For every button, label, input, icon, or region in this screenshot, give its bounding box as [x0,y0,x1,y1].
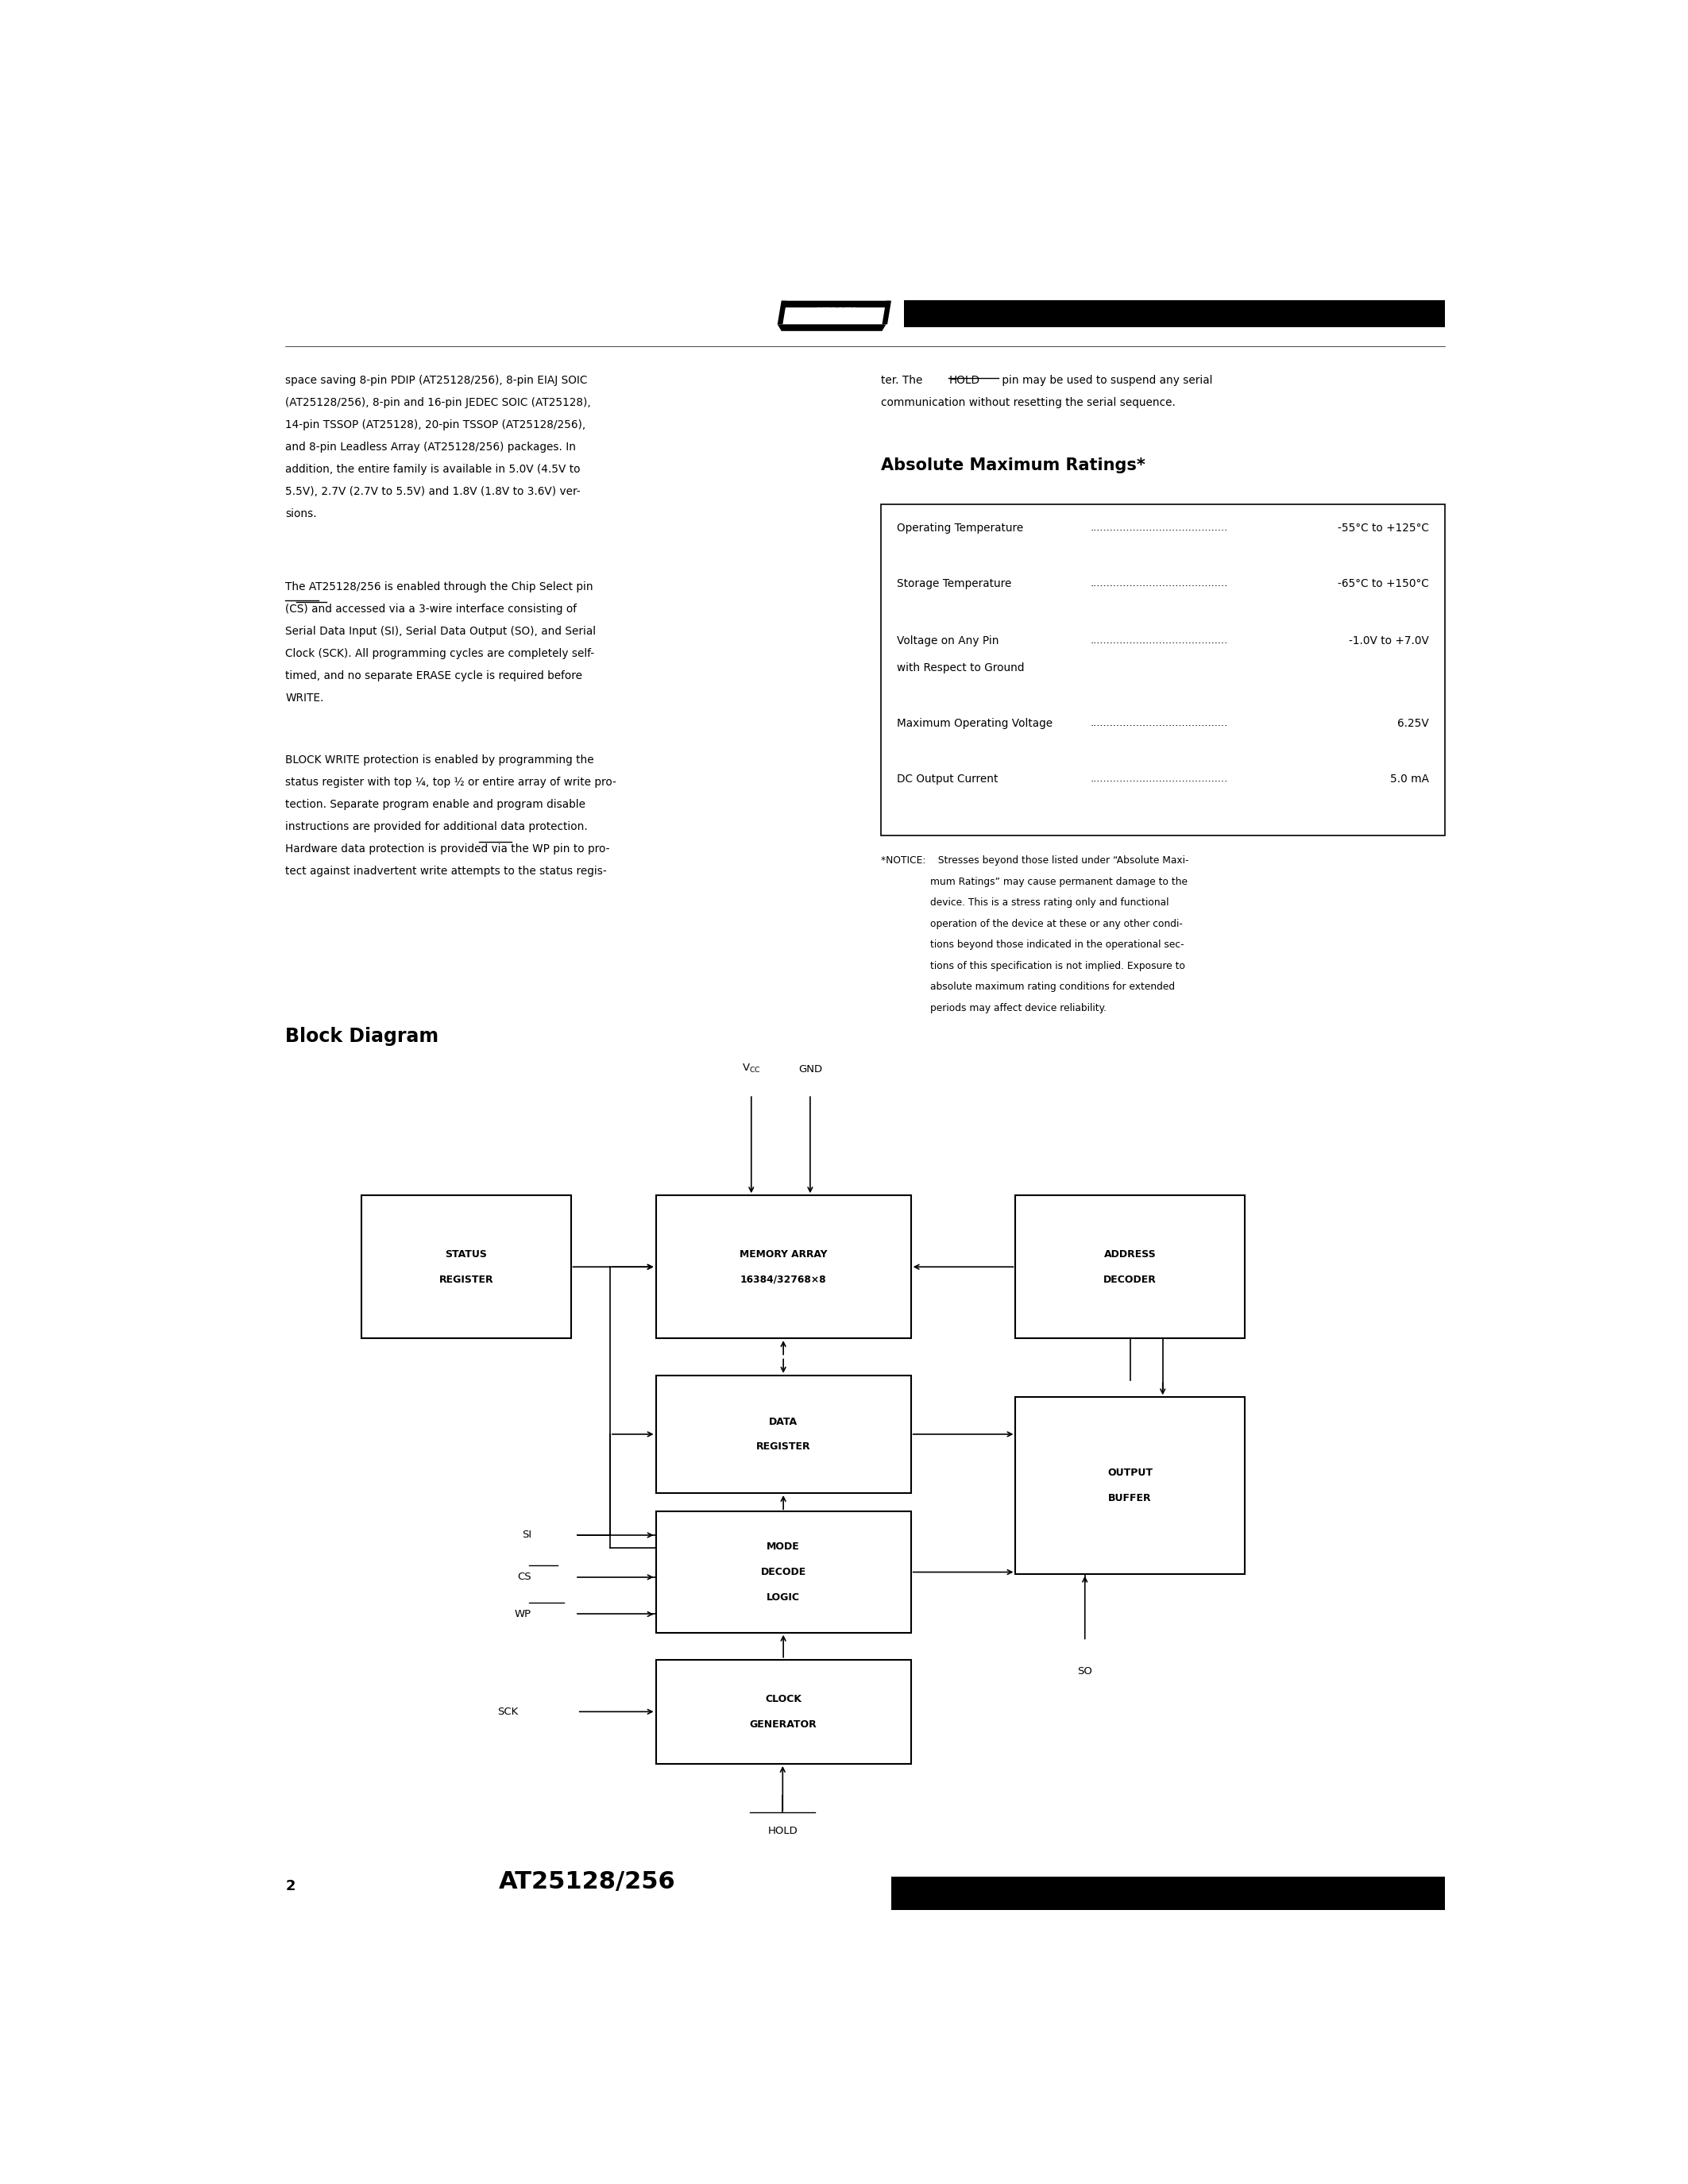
Text: 2: 2 [285,1878,295,1894]
Text: ..........................................: ........................................… [1090,773,1227,784]
Text: -55°C to +125°C: -55°C to +125°C [1337,522,1430,533]
Text: ATMEL: ATMEL [814,308,859,319]
Text: REGISTER: REGISTER [756,1441,810,1452]
Text: REGISTER: REGISTER [439,1273,493,1284]
Text: Storage Temperature: Storage Temperature [896,579,1014,590]
Text: WRITE.: WRITE. [285,692,324,703]
Text: 6.25V: 6.25V [1398,719,1430,729]
Polygon shape [782,301,890,308]
Text: The AT25128/256 is enabled through the Chip Select pin: The AT25128/256 is enabled through the C… [285,581,594,592]
Text: DC Output Current: DC Output Current [896,773,1001,784]
Bar [1016,1398,1244,1575]
Text: DATA: DATA [770,1417,798,1426]
Text: and 8-pin Leadless Array (AT25128/256) packages. In: and 8-pin Leadless Array (AT25128/256) p… [285,441,576,452]
Bar [655,1660,912,1765]
Text: instructions are provided for additional data protection.: instructions are provided for additional… [285,821,587,832]
Text: tions beyond those indicated in the operational sec-: tions beyond those indicated in the oper… [881,939,1183,950]
Text: SI: SI [522,1531,532,1540]
Text: DECODE: DECODE [761,1566,807,1577]
Text: 5.0 mA: 5.0 mA [1389,773,1430,784]
Text: GND: GND [798,1064,822,1075]
Bar [891,1876,1445,1911]
Text: SCK: SCK [498,1706,518,1717]
Text: absolute maximum rating conditions for extended: absolute maximum rating conditions for e… [881,983,1175,992]
Text: STATUS: STATUS [446,1249,488,1260]
Text: CLOCK: CLOCK [765,1695,802,1704]
Text: ..........................................: ........................................… [1090,522,1227,533]
Bar [655,1511,912,1634]
Text: SO: SO [1077,1666,1092,1677]
Text: pin may be used to suspend any serial: pin may be used to suspend any serial [999,376,1212,387]
Text: HOLD: HOLD [768,1826,798,1837]
Text: DECODER: DECODER [1104,1273,1156,1284]
Text: Maximum Operating Voltage: Maximum Operating Voltage [896,719,1055,729]
Text: Serial Data Input (SI), Serial Data Output (SO), and Serial: Serial Data Input (SI), Serial Data Outp… [285,627,596,638]
Text: MODE: MODE [766,1542,800,1553]
Text: ADDRESS: ADDRESS [1104,1249,1156,1260]
Text: 5.5V), 2.7V (2.7V to 5.5V) and 1.8V (1.8V to 3.6V) ver-: 5.5V), 2.7V (2.7V to 5.5V) and 1.8V (1.8… [285,485,581,498]
Text: CS: CS [518,1572,532,1583]
Text: WP: WP [515,1610,532,1618]
Text: tions of this specification is not implied. Exposure to: tions of this specification is not impli… [881,961,1185,972]
Text: sions.: sions. [285,509,317,520]
Text: (AT25128/256), 8-pin and 16-pin JEDEC SOIC (AT25128),: (AT25128/256), 8-pin and 16-pin JEDEC SO… [285,397,591,408]
Text: status register with top ¼, top ½ or entire array of write pro-: status register with top ¼, top ½ or ent… [285,778,616,788]
Text: ..........................................: ........................................… [1090,579,1227,587]
Text: tect against inadvertent write attempts to the status regis-: tect against inadvertent write attempts … [285,865,608,878]
Bar [655,1195,912,1339]
Text: HOLD: HOLD [949,376,979,387]
Text: timed, and no separate ERASE cycle is required before: timed, and no separate ERASE cycle is re… [285,670,582,681]
Text: BLOCK WRITE protection is enabled by programming the: BLOCK WRITE protection is enabled by pro… [285,756,594,767]
Text: operation of the device at these or any other condi-: operation of the device at these or any … [881,919,1183,928]
Text: -65°C to +150°C: -65°C to +150°C [1339,579,1430,590]
Bar [655,1376,912,1494]
Text: Block Diagram: Block Diagram [285,1026,439,1046]
Text: Voltage on Any Pin: Voltage on Any Pin [896,636,999,646]
Text: GENERATOR: GENERATOR [749,1719,817,1730]
Bar [905,299,1445,328]
Text: mum Ratings” may cause permanent damage to the: mum Ratings” may cause permanent damage … [881,876,1187,887]
Text: AT25128/256: AT25128/256 [500,1870,675,1894]
Text: 14-pin TSSOP (AT25128), 20-pin TSSOP (AT25128/256),: 14-pin TSSOP (AT25128), 20-pin TSSOP (AT… [285,419,586,430]
Polygon shape [778,323,886,332]
Text: Clock (SCK). All programming cycles are completely self-: Clock (SCK). All programming cycles are … [285,649,594,660]
Text: OUTPUT: OUTPUT [1107,1468,1153,1479]
Text: communication without resetting the serial sequence.: communication without resetting the seri… [881,397,1175,408]
Text: 16384/32768×8: 16384/32768×8 [741,1273,827,1284]
Bar [881,505,1445,836]
Text: addition, the entire family is available in 5.0V (4.5V to: addition, the entire family is available… [285,463,581,474]
Text: BUFFER: BUFFER [1109,1494,1151,1503]
Text: periods may affect device reliability.: periods may affect device reliability. [881,1002,1106,1013]
Text: -1.0V to +7.0V: -1.0V to +7.0V [1349,636,1430,646]
Bar [1016,1195,1244,1339]
Text: V$_{\rm CC}$: V$_{\rm CC}$ [743,1061,761,1075]
Text: with Respect to Ground: with Respect to Ground [896,662,1028,673]
Text: ter. The: ter. The [881,376,927,387]
Text: Operating Temperature: Operating Temperature [896,522,1026,533]
Bar [361,1195,571,1339]
Polygon shape [778,301,787,323]
Text: space saving 8-pin PDIP (AT25128/256), 8-pin EIAJ SOIC: space saving 8-pin PDIP (AT25128/256), 8… [285,376,587,387]
Text: *NOTICE:    Stresses beyond those listed under “Absolute Maxi-: *NOTICE: Stresses beyond those listed un… [881,856,1188,867]
Text: Hardware data protection is provided via the WP pin to pro-: Hardware data protection is provided via… [285,843,609,854]
Text: device. This is a stress rating only and functional: device. This is a stress rating only and… [881,898,1168,909]
Polygon shape [883,301,891,323]
Text: Absolute Maximum Ratings*: Absolute Maximum Ratings* [881,456,1144,474]
Text: ..........................................: ........................................… [1090,636,1227,646]
Text: ..........................................: ........................................… [1090,719,1227,727]
Text: MEMORY ARRAY: MEMORY ARRAY [739,1249,827,1260]
Text: (CS) and accessed via a 3-wire interface consisting of: (CS) and accessed via a 3-wire interface… [285,603,577,616]
Text: tection. Separate program enable and program disable: tection. Separate program enable and pro… [285,799,586,810]
Text: LOGIC: LOGIC [766,1592,800,1603]
